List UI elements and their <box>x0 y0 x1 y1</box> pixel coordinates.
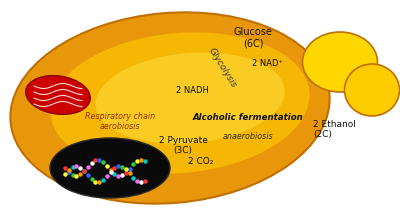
Text: Glycolysis: Glycolysis <box>206 46 238 90</box>
Text: Glucose: Glucose <box>234 27 272 37</box>
Text: Alcoholic fermentation: Alcoholic fermentation <box>193 113 303 122</box>
Text: anaerobiosis: anaerobiosis <box>223 132 273 141</box>
Ellipse shape <box>26 76 90 114</box>
Text: aerobiosis: aerobiosis <box>100 122 140 131</box>
Ellipse shape <box>50 32 310 174</box>
Text: 2 CO₂: 2 CO₂ <box>188 157 213 166</box>
Text: (2C): (2C) <box>313 130 332 138</box>
Text: 2 NADH: 2 NADH <box>176 85 209 95</box>
Ellipse shape <box>10 12 330 204</box>
Text: 2 NAD⁺: 2 NAD⁺ <box>252 58 283 68</box>
Text: (3C): (3C) <box>174 146 192 155</box>
Text: 2 Ethanol: 2 Ethanol <box>313 119 356 128</box>
Ellipse shape <box>95 52 285 144</box>
Ellipse shape <box>302 32 378 92</box>
Ellipse shape <box>50 138 170 198</box>
Ellipse shape <box>344 64 400 116</box>
Text: 2 Pyruvate: 2 Pyruvate <box>158 136 208 145</box>
Text: (6C): (6C) <box>243 38 263 48</box>
Text: Respiratory chain: Respiratory chain <box>85 112 155 121</box>
